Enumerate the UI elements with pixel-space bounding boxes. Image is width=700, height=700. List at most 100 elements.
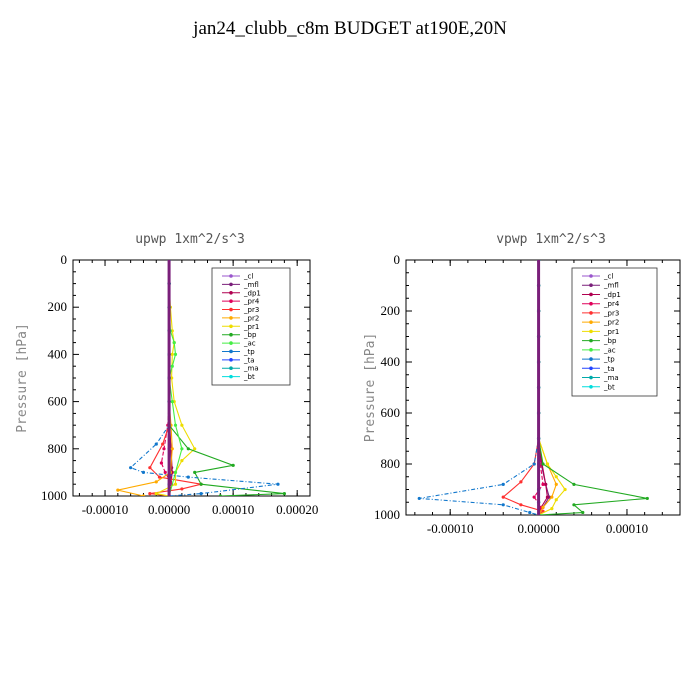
data-point-pr2 [141,494,146,496]
data-point-bp [541,462,545,466]
legend-label-mfl: _mfl [603,282,619,290]
legend-marker-cl [589,274,593,278]
legend-marker-dp1 [229,290,233,295]
legend-label-bt: _bt [603,383,615,391]
data-point-ac [170,400,174,404]
data-point-pr2 [154,480,158,484]
legend-marker-bp [589,338,593,343]
legend-label-tp: _tp [243,348,255,356]
legend-label-cl: _cl [603,273,613,281]
legend-marker-ac [589,348,593,352]
legend-label-cl: _cl [243,273,253,281]
legend-label-bp: _bp [603,337,617,345]
legend-label-pr2: _pr2 [243,314,259,322]
legend-label-pr3: _pr3 [603,309,619,317]
data-point-tp [186,475,190,479]
data-point-pr3 [157,475,162,479]
y-tick-label: 400 [48,346,68,361]
data-point-pr1 [554,475,558,479]
data-point-tp [532,462,536,466]
data-point-bp [581,510,585,515]
data-point-ac [172,341,176,345]
x-tick-label: 0.00000 [148,502,190,517]
legend-label-bt: _bt [243,373,255,381]
vpwp-panel: vpwp 1xm^2/s^3 Pressure [hPa] 0 200 400 600 80… [363,232,681,536]
y-tick-label: 800 [381,456,401,471]
legend-label-ta: _ta [243,356,255,364]
y-tick-label: 200 [48,299,68,314]
data-point-pr1 [170,376,174,380]
legend-label-bp: _bp [243,331,257,339]
data-point-bp [572,503,576,507]
plot-area [116,260,286,496]
figure-title: jan24_clubb_c8m BUDGET at190E,20N [193,18,507,39]
panel-title: vpwp 1xm^2/s^3 [496,232,606,247]
data-point-tp [199,492,203,496]
data-point-pr3 [161,442,165,446]
data-point-pr1 [193,447,197,451]
y-tick-label: 600 [48,394,68,409]
data-point-tp [528,510,532,515]
legend-marker-ta [229,358,233,362]
data-point-bp [282,492,286,496]
data-point-tp [417,496,421,501]
legend-marker-pr1 [589,329,593,334]
data-point-bp [186,447,190,451]
data-point-tp [501,482,505,486]
legend-marker-pr4 [229,299,233,303]
legend-label-pr1: _pr1 [243,323,259,331]
legend-marker-pr2 [589,320,593,324]
legend-label-dp1: _dp1 [243,289,261,297]
data-point-pr3 [501,495,505,499]
legend-marker-ac [229,341,233,345]
data-point-dp1 [544,482,548,486]
data-point-pr4 [532,495,536,499]
x-tick-label: 0.00020 [276,502,318,517]
legend-label-pr2: _pr2 [603,319,619,327]
data-point-ac [173,470,178,474]
data-point-ac [180,447,184,451]
y-tick-label: 400 [381,354,401,369]
data-point-pr3 [519,480,523,484]
data-point-bp [199,482,203,486]
data-point-pr4 [163,470,167,474]
x-tick-label: -0.00010 [82,502,129,517]
legend-marker-bt [589,384,593,389]
data-point-pr4 [159,461,163,465]
data-point-bp [218,494,222,496]
x-tick-label: 0.00010 [606,521,648,536]
data-point-pr4 [541,482,545,486]
legend-marker-ma [229,366,233,371]
data-point-tp [129,466,133,470]
data-point-tp [154,442,158,446]
data-point-pr1 [554,498,558,502]
x-tick-label: 0.00000 [517,521,559,536]
legend-marker-tp [229,349,233,354]
legend-box [571,267,658,397]
data-point-pr1 [545,462,550,466]
data-point-pr3 [148,466,152,470]
legend-marker-ta [589,366,593,371]
legend-label-ma: _ma [603,374,619,382]
upwp-panel: upwp 1xm^2/s^3 Pressure [hPa] 0 200 400 600 80… [15,232,318,517]
data-point-tp [501,503,505,507]
legend-label-tp: _tp [603,356,615,364]
legend-marker-pr1 [229,324,233,329]
y-tick-label: 1000 [374,507,400,522]
legend-label-ta: _ta [603,365,615,373]
data-point-pr1 [563,487,567,492]
y-tick-label: 800 [48,441,68,456]
legend-marker-ma [589,375,593,380]
legend-marker-pr3 [589,311,593,315]
data-point-pr3 [519,503,523,507]
y-axis-label: Pressure [hPa] [363,333,378,443]
data-point-pr2 [550,495,554,499]
data-point-bp [572,482,576,486]
data-point-pr1 [154,492,158,496]
legend-marker-bp [229,332,233,337]
legend-label-pr4: _pr4 [243,298,260,306]
series-line-tp [419,260,540,515]
series-line-pr2 [117,260,173,496]
data-point-pr1 [180,459,184,463]
legend-marker-pr3 [229,307,233,312]
